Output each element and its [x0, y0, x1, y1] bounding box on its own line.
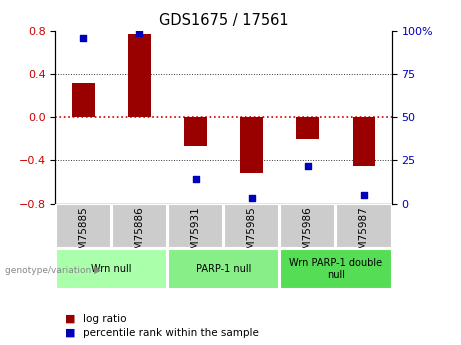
- Bar: [112, 204, 167, 248]
- Bar: [128, 34, 151, 117]
- Text: GSM75885: GSM75885: [78, 206, 89, 263]
- Bar: [168, 249, 279, 289]
- Title: GDS1675 / 17561: GDS1675 / 17561: [159, 13, 289, 29]
- Text: GSM75886: GSM75886: [135, 206, 144, 263]
- Bar: [184, 117, 207, 146]
- Bar: [224, 204, 279, 248]
- Text: GSM75985: GSM75985: [247, 206, 257, 263]
- Bar: [72, 83, 95, 117]
- Point: [304, 163, 312, 168]
- Text: GSM75931: GSM75931: [190, 206, 201, 263]
- Point: [192, 177, 199, 182]
- Text: Wrn PARP-1 double
null: Wrn PARP-1 double null: [289, 258, 382, 280]
- Text: ■: ■: [65, 328, 75, 338]
- Point: [360, 192, 367, 198]
- Bar: [56, 204, 111, 248]
- Text: ■: ■: [65, 314, 75, 324]
- Bar: [353, 117, 375, 166]
- Text: Wrn null: Wrn null: [91, 264, 132, 274]
- Point: [136, 30, 143, 36]
- Bar: [280, 204, 336, 248]
- Text: percentile rank within the sample: percentile rank within the sample: [83, 328, 259, 338]
- Text: log ratio: log ratio: [83, 314, 126, 324]
- Text: PARP-1 null: PARP-1 null: [196, 264, 251, 274]
- Point: [248, 196, 255, 201]
- Bar: [241, 117, 263, 173]
- Text: genotype/variation ▶: genotype/variation ▶: [5, 266, 100, 275]
- Point: [80, 35, 87, 41]
- Text: GSM75987: GSM75987: [359, 206, 369, 263]
- Bar: [336, 204, 391, 248]
- Bar: [280, 249, 391, 289]
- Text: GSM75986: GSM75986: [303, 206, 313, 263]
- Bar: [296, 117, 319, 139]
- Bar: [168, 204, 223, 248]
- Bar: [56, 249, 167, 289]
